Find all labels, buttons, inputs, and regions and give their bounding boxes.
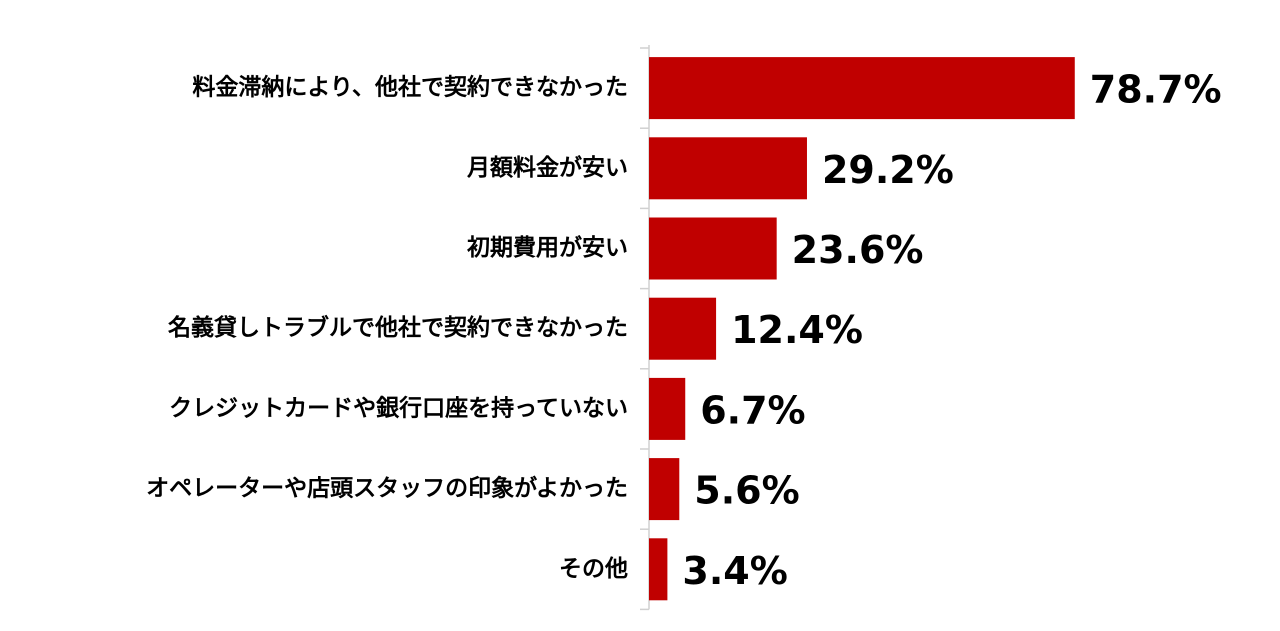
- category-label: その他: [559, 556, 628, 582]
- bar: [649, 297, 717, 360]
- category-label: 名義貸しトラブルで他社で契約できなかった: [167, 314, 628, 341]
- value-label: 6.7%: [700, 388, 805, 432]
- category-label: 月額料金が安い: [466, 154, 628, 181]
- bar: [649, 458, 680, 521]
- category-label: オペレーターや店頭スタッフの印象がよかった: [146, 475, 628, 502]
- bar: [649, 137, 807, 200]
- value-label: 3.4%: [682, 549, 787, 593]
- category-label: 初期費用が安い: [466, 234, 628, 261]
- category-label: 料金滞納により、他社で契約できなかった: [192, 74, 628, 101]
- value-label: 5.6%: [694, 469, 799, 513]
- value-label: 29.2%: [822, 148, 954, 192]
- value-label: 12.4%: [731, 308, 863, 352]
- category-label: クレジットカードや銀行口座を持っていない: [169, 394, 628, 421]
- bar: [649, 57, 1075, 120]
- value-label: 78.7%: [1090, 68, 1222, 112]
- bar: [649, 538, 668, 601]
- bar: [649, 217, 777, 280]
- value-label: 23.6%: [792, 228, 924, 272]
- bar: [649, 377, 686, 440]
